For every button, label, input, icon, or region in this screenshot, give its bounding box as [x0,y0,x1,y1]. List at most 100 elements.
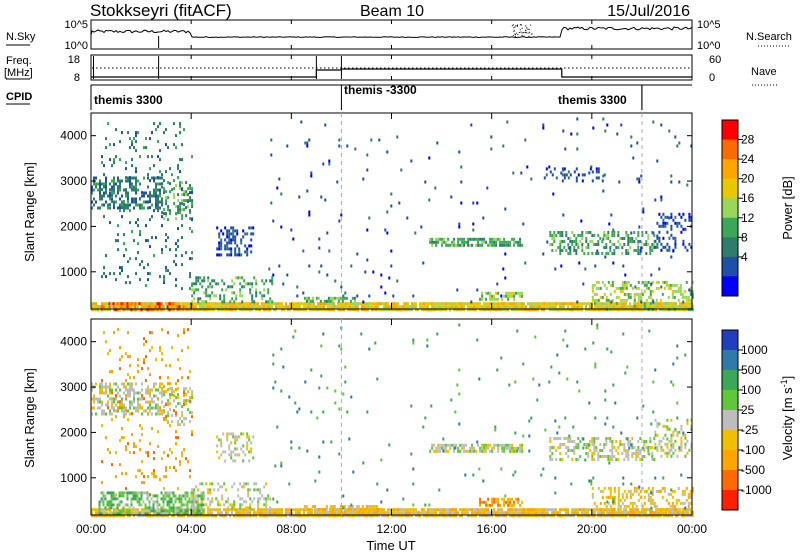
heatmap-cell [129,281,131,285]
heatmap-cell [665,280,668,284]
heatmap-cell [323,511,326,514]
heatmap-cell [229,305,231,309]
heatmap-cell [684,227,687,231]
heatmap-cell [670,433,673,437]
heatmap-cell [161,197,163,201]
heatmap-cell [605,252,608,255]
heatmap-cell [244,244,247,248]
heatmap-cell [110,491,113,495]
heatmap-cell [460,165,463,169]
heatmap-cell [239,302,241,306]
heatmap-cell [231,485,234,489]
heatmap-cell [441,243,444,247]
heatmap-cell [123,188,125,192]
heatmap-cell [165,170,167,174]
heatmap-cell [275,302,277,306]
heatmap-cell [523,308,525,312]
heatmap-cell [593,243,596,246]
heatmap-cell [334,389,337,393]
heatmap-cell [481,297,484,301]
heatmap-cell [167,331,169,335]
heatmap-cell [269,511,271,515]
heatmap-cell [195,288,198,292]
heatmap-cell [601,511,603,515]
heatmap-cell [567,440,570,443]
heatmap-cell [319,308,321,312]
heatmap-cell [133,442,135,446]
heatmap-cell [115,493,117,497]
heatmap-cell [690,424,693,428]
heatmap-cell [629,489,632,493]
heatmap-cell [399,514,401,518]
heatmap-cell [179,202,182,206]
heatmap-cell [661,486,664,490]
heatmap-cell [689,489,692,493]
heatmap-cell [641,302,643,306]
heatmap-cell [680,230,683,234]
heatmap-cell [139,155,141,159]
heatmap-cell [603,283,606,287]
heatmap-cell [169,448,171,452]
heatmap-cell [670,448,673,452]
heatmap-cell [175,442,177,446]
heatmap-cell [259,488,262,492]
heatmap-cell [471,443,474,447]
nsearch-point [517,34,519,36]
heatmap-cell [119,439,121,443]
heatmap-cell [191,300,194,304]
heatmap-cell [601,295,604,299]
heatmap-cell [577,511,579,515]
heatmap-cell [635,237,638,240]
heatmap-cell [605,237,608,240]
heatmap-cell [555,302,557,306]
heatmap-cell [597,302,599,306]
heatmap-cell [135,188,137,192]
heatmap-cell [244,232,247,236]
heatmap-cell [186,509,189,513]
heatmap-cell [643,243,646,246]
heatmap-cell [228,247,231,251]
heatmap-cell [515,449,518,453]
heatmap-cell [531,308,533,312]
heatmap-cell [152,509,155,513]
heatmap-cell [661,507,664,511]
heatmap-cell [126,491,129,495]
heatmap-cell [117,305,119,309]
heatmap-cell [240,238,243,242]
heatmap-cell [107,305,109,309]
heatmap-cell [161,382,163,386]
heatmap-cell [138,497,141,501]
heatmap-cell [401,511,403,515]
heatmap-cell [189,305,191,309]
heatmap-cell [167,399,170,403]
heatmap-cell [291,508,293,512]
heatmap-cell [589,449,592,452]
heatmap-cell [119,358,121,362]
heatmap-cell [147,367,149,371]
heatmap-cell [499,308,501,312]
heatmap-cell [469,514,471,518]
heatmap-cell [401,514,403,518]
heatmap-cell [390,192,393,196]
heatmap-cell [495,443,498,447]
heatmap-cell [363,308,365,312]
heatmap-cell [137,224,139,228]
heatmap-cell [99,397,101,401]
heatmap-cell [595,170,598,174]
heatmap-cell [301,514,303,518]
heatmap-cell [677,508,679,512]
heatmap-cell [187,205,190,209]
heatmap-cell [163,405,166,409]
heatmap-cell [134,497,137,501]
heatmap-cell [625,234,628,237]
heatmap-cell [523,514,525,518]
heatmap-cell [180,500,183,504]
heatmap-cell [355,308,357,312]
heatmap-cell [143,266,145,270]
heatmap-cell [639,495,642,499]
heatmap-cell [139,439,141,443]
heatmap-cell [661,280,664,284]
heatmap-cell [631,446,634,449]
heatmap-cell [563,437,566,440]
heatmap-cell [565,231,568,234]
